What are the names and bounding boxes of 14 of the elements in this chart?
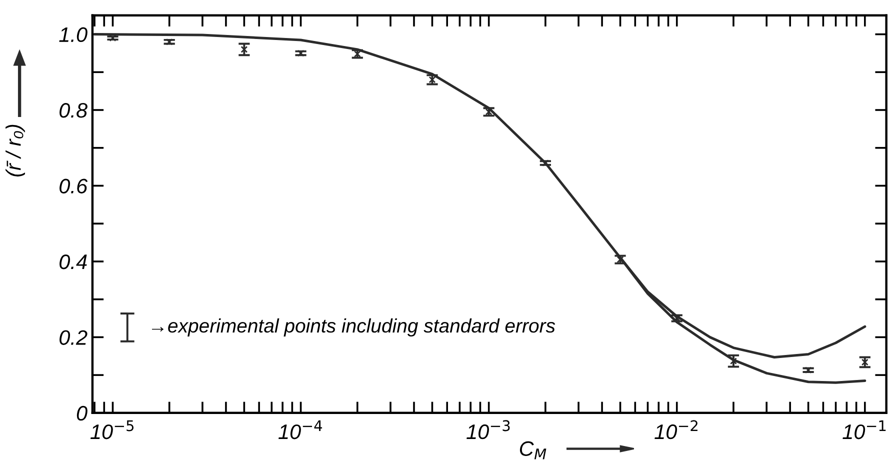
- x-tick-label: 10$^{−5}$: [90, 420, 134, 440]
- x-tick-label: 10$^{−1}$: [842, 420, 886, 440]
- y-axis-title: (r̄ / r₀): [6, 124, 25, 176]
- x-tick-label: 10$^{−4}$: [278, 420, 322, 440]
- y-tick-label: 0.2: [60, 330, 88, 345]
- y-tick-label: 0.8: [60, 103, 88, 118]
- x-tick-label: 10$^{−2}$: [654, 420, 698, 440]
- y-tick-label: 0.4: [60, 254, 87, 270]
- x-axis-title: C$_{M}$: [520, 441, 546, 460]
- x-tick-label: 10$^{−3}$: [466, 420, 510, 440]
- y-tick-label: 0.6: [60, 178, 88, 194]
- annotation: →experimental points including standard errors: [152, 318, 556, 337]
- y-tick-label: 1.0: [59, 27, 88, 42]
- y-tick-label: 0: [76, 406, 88, 421]
